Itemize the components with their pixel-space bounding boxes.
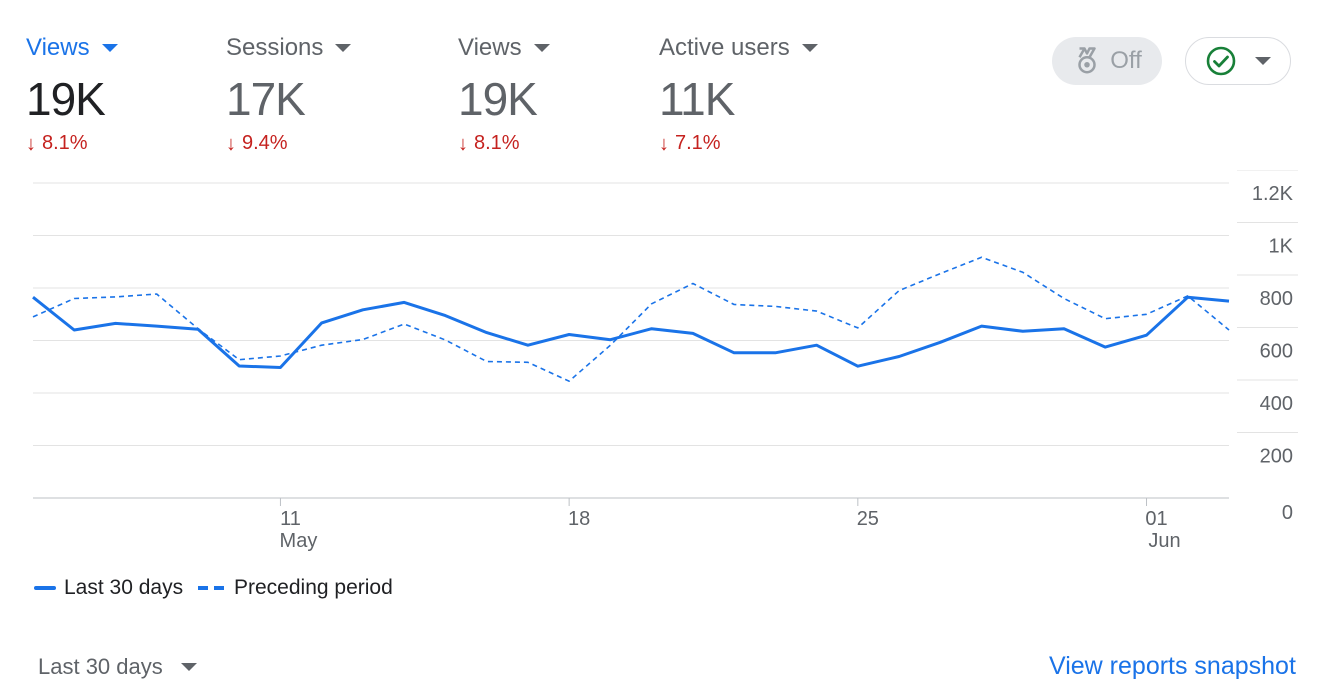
caret-down-icon <box>180 663 197 671</box>
legend-solid-swatch <box>34 586 56 590</box>
insights-off-toggle[interactable]: Off <box>1052 37 1162 85</box>
caret-down-icon <box>1255 57 1271 65</box>
caret-down-icon <box>335 44 352 52</box>
metric-name: Views <box>26 34 90 61</box>
legend-dashed-swatch <box>198 586 226 590</box>
metric-active-users[interactable]: Active users 11K ↓ 7.1% <box>659 34 818 155</box>
y-tick-label: 400 <box>1260 393 1293 415</box>
caret-down-icon <box>801 44 818 52</box>
arrow-down-icon: ↓ <box>26 132 36 155</box>
y-tick-label: 1K <box>1269 236 1294 258</box>
metric-delta: 7.1% <box>675 132 721 154</box>
legend-label: Preceding period <box>234 576 393 599</box>
y-tick-label: 0 <box>1282 502 1293 524</box>
date-range-dropdown[interactable]: Last 30 days <box>38 654 197 680</box>
view-reports-snapshot-link[interactable]: View reports snapshot <box>1049 652 1296 680</box>
x-tick-label: 18 <box>568 508 590 530</box>
off-label: Off <box>1110 47 1142 74</box>
metric-delta: 9.4% <box>242 132 288 154</box>
arrow-down-icon: ↓ <box>458 132 468 155</box>
caret-down-icon <box>101 44 118 52</box>
arrow-down-icon: ↓ <box>659 132 669 155</box>
series-line-last-30-days <box>32 295 1230 369</box>
y-tick-label: 600 <box>1260 341 1293 363</box>
metric-sessions[interactable]: Sessions 17K ↓ 9.4% <box>226 34 352 155</box>
legend-label: Last 30 days <box>64 576 184 599</box>
metric-value: 11K <box>659 73 735 125</box>
y-tick-label: 800 <box>1260 288 1293 310</box>
date-range-label: Last 30 days <box>38 654 163 679</box>
metric-value: 17K <box>226 73 306 125</box>
x-tick-label: 11 <box>280 508 301 530</box>
legend-previous: Preceding period <box>198 576 393 600</box>
y-tick-label: 200 <box>1260 446 1293 468</box>
metric-value: 19K <box>458 73 538 125</box>
series-line-preceding-period <box>32 256 1230 382</box>
metric-views-secondary[interactable]: Views 19K ↓ 8.1% <box>458 34 550 155</box>
check-circle-icon <box>1206 46 1236 76</box>
arrow-down-icon: ↓ <box>226 132 236 155</box>
metric-delta: 8.1% <box>42 132 88 154</box>
metric-views[interactable]: Views 19K ↓ 8.1% <box>26 34 118 155</box>
x-tick-label: 01 <box>1145 508 1167 530</box>
medal-icon <box>1078 47 1096 74</box>
status-menu-button[interactable] <box>1185 37 1291 85</box>
y-tick-label: 1.2K <box>1252 183 1294 205</box>
metric-value: 19K <box>26 73 106 125</box>
x-tick-label: 25 <box>857 508 879 530</box>
x-tick-sublabel: May <box>280 530 318 552</box>
metric-name: Active users <box>659 34 790 61</box>
legend-current: Last 30 days <box>34 576 183 600</box>
caret-down-icon <box>533 44 550 52</box>
metric-delta: 8.1% <box>474 132 520 154</box>
metric-name: Views <box>458 34 522 61</box>
metric-name: Sessions <box>226 34 324 61</box>
x-tick-sublabel: Jun <box>1148 530 1180 552</box>
